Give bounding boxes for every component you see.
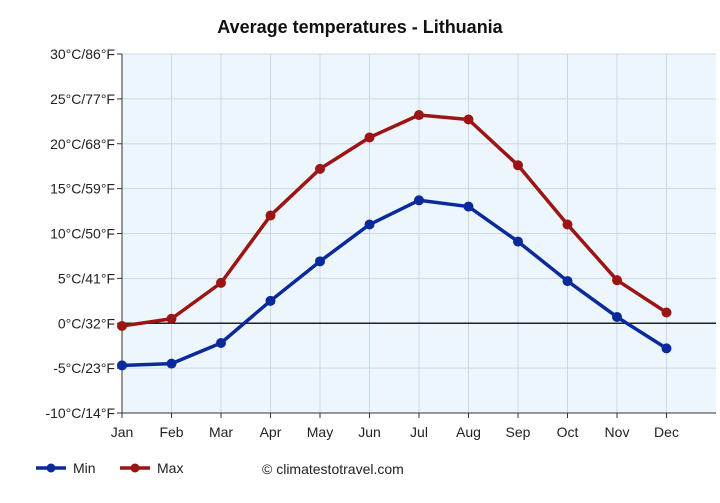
data-point-max	[661, 307, 672, 318]
x-tick-label: Jun	[358, 424, 381, 440]
data-point-min	[463, 201, 474, 212]
data-point-min	[612, 311, 622, 322]
series-line-min	[121, 198, 668, 368]
data-point-min	[216, 337, 226, 348]
legend-marker-max	[130, 463, 140, 473]
x-tick-label: Aug	[456, 424, 481, 440]
data-point-min	[661, 343, 672, 354]
data-point-min	[315, 256, 325, 267]
data-point-max	[364, 132, 375, 143]
y-tick-label: 10°C/50°F	[50, 226, 115, 242]
legend-label-min: Min	[73, 460, 96, 476]
x-tick-label: Apr	[260, 424, 282, 440]
x-tick-label: Jul	[410, 424, 428, 440]
y-tick-label: 0°C/32°F	[58, 315, 115, 331]
y-tick-label: 5°C/41°F	[58, 270, 115, 286]
y-tick-label: 25°C/77°F	[50, 91, 115, 107]
data-point-max	[562, 219, 573, 230]
data-point-max	[463, 114, 474, 125]
x-tick-label: Feb	[159, 424, 183, 440]
x-tick-label: Jan	[111, 424, 134, 440]
data-point-min	[117, 360, 127, 371]
legend: Min Max	[36, 460, 183, 476]
x-tick-label: Mar	[209, 424, 233, 440]
data-point-max	[414, 110, 424, 121]
y-tick-label: 30°C/86°F	[50, 46, 115, 62]
chart-title: Average temperatures - Lithuania	[217, 17, 503, 37]
data-point-max	[315, 163, 325, 174]
series-line-max	[121, 113, 668, 328]
plot-area: 30°C/86°F 25°C/77°F 20°C/68°F 15°C/59°F 10°C…	[45, 46, 716, 440]
x-tick-label: May	[307, 424, 333, 440]
data-point-max	[216, 277, 226, 288]
x-tick-label: Nov	[605, 424, 630, 440]
data-point-max	[265, 210, 276, 221]
data-point-min	[364, 219, 375, 230]
legend-label-max: Max	[157, 460, 183, 476]
data-point-max	[166, 313, 177, 324]
y-tick-label: 15°C/59°F	[50, 181, 115, 197]
x-tick-label: Dec	[654, 424, 679, 440]
legend-marker-min	[46, 463, 56, 473]
x-tick-label: Sep	[506, 424, 531, 440]
data-point-max	[117, 320, 127, 331]
y-tick-label: -5°C/23°F	[53, 360, 115, 376]
data-point-max	[513, 160, 523, 171]
data-point-min	[166, 358, 177, 369]
data-point-min	[562, 276, 573, 287]
y-tick-label: 20°C/68°F	[50, 136, 115, 152]
credit-text: © climatestotravel.com	[262, 461, 404, 477]
x-tick-label: Oct	[557, 424, 579, 440]
data-point-min	[414, 195, 424, 206]
data-point-min	[513, 236, 523, 247]
y-tick-label: -10°C/14°F	[45, 405, 115, 421]
data-point-min	[265, 295, 276, 306]
data-point-max	[612, 275, 622, 286]
